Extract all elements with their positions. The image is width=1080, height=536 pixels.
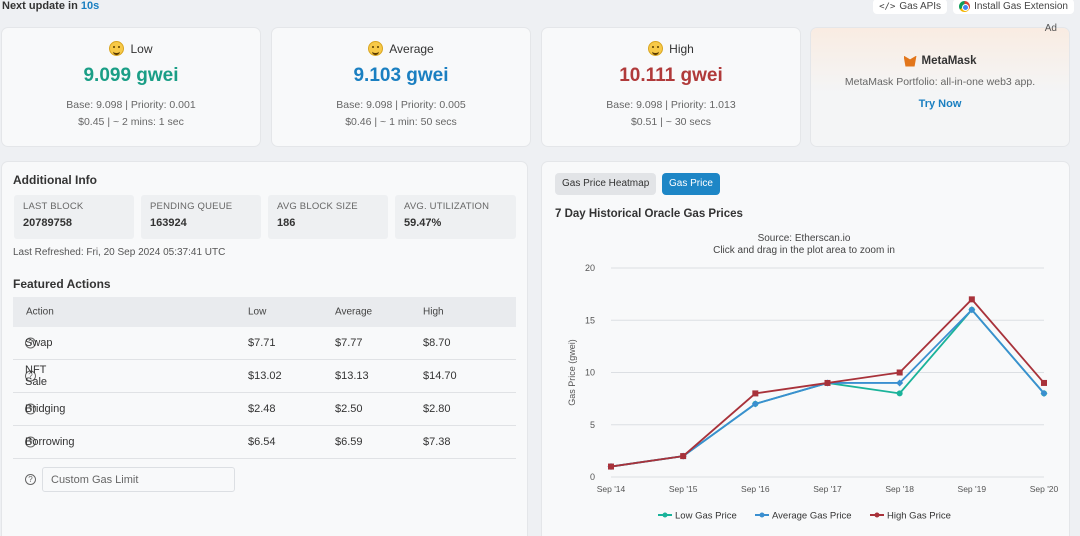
additional-info-title: Additional Info	[13, 173, 97, 187]
code-icon: </>	[879, 1, 896, 12]
gas-apis-link[interactable]: </> Gas APIs	[873, 0, 948, 14]
stat-avg-block-size: AVG BLOCK SIZE 186	[268, 195, 388, 239]
data-point	[896, 390, 903, 397]
data-point	[1041, 379, 1047, 386]
stat-last-block: LAST BLOCK 20789758	[14, 195, 134, 239]
smile-emoji-icon	[109, 41, 125, 56]
high-gas-card: High 10.111 gwei Base: 9.098 | Priority:…	[542, 28, 800, 146]
chart-subtitle: Source: Etherscan.io	[758, 233, 851, 244]
x-tick-label: Sep '20	[1030, 484, 1059, 494]
metamask-fox-icon	[903, 55, 917, 67]
table-row: ? Borrowing $6.54 $6.59 $7.38	[13, 426, 516, 459]
try-now-link[interactable]: Try Now	[918, 98, 962, 110]
data-point	[968, 296, 975, 303]
next-update: Next update in 10s	[2, 0, 100, 12]
table-row: ? NFT Sale $13.02 $13.13 $14.70	[13, 360, 516, 393]
legend-label: High Gas Price	[887, 511, 951, 522]
data-point	[896, 369, 903, 376]
series-line	[610, 308, 1045, 468]
average-gas-card: Average 9.103 gwei Base: 9.098 | Priorit…	[272, 28, 530, 146]
help-icon[interactable]: ?	[25, 403, 36, 415]
y-axis-label: Gas Price (gwei)	[567, 339, 577, 406]
ad-tag: Ad	[1044, 23, 1057, 34]
tab-gas-price[interactable]: Gas Price	[662, 173, 720, 195]
stat-avg-utilization: AVG. UTILIZATION 59.47%	[395, 195, 516, 239]
data-point	[824, 379, 831, 386]
x-tick-label: Sep '18	[885, 484, 914, 494]
legend-marker	[874, 512, 880, 518]
table-row: ? Bridging $2.48 $2.50 $2.80	[13, 393, 516, 426]
y-tick-label: 10	[585, 368, 595, 378]
high-gas-price: 10.111 gwei	[619, 65, 723, 86]
x-tick-label: Sep '19	[958, 484, 987, 494]
data-point	[752, 390, 759, 397]
y-tick-label: 5	[590, 420, 595, 430]
low-gas-card: Low 9.099 gwei Base: 9.098 | Priority: 0…	[2, 28, 260, 146]
table-row: ? Swap $7.71 $7.77 $8.70	[13, 327, 516, 360]
y-tick-label: 15	[585, 315, 595, 325]
y-tick-label: 20	[585, 263, 595, 273]
low-gas-price: 9.099 gwei	[83, 65, 179, 86]
legend-marker	[662, 512, 668, 518]
chart-subtitle-zoom: Click and drag in the plot area to zoom …	[713, 245, 895, 256]
legend-label: Low Gas Price	[675, 511, 737, 522]
help-icon[interactable]: ?	[25, 474, 36, 485]
ad-card[interactable]: Ad MetaMask MetaMask Portfolio: all-in-o…	[811, 23, 1069, 146]
series-line	[610, 308, 1045, 468]
chart-card	[542, 162, 1069, 536]
data-point	[896, 379, 904, 387]
x-tick-label: Sep '17	[813, 484, 842, 494]
grin-emoji-icon	[368, 41, 384, 56]
x-tick-label: Sep '15	[669, 484, 698, 494]
data-point	[968, 306, 976, 314]
last-refreshed: Last Refreshed: Fri, 20 Sep 2024 05:37:4…	[13, 247, 226, 258]
data-point	[1040, 389, 1048, 397]
top-bar: Next update in 10s </> Gas APIs Install G…	[0, 0, 1080, 16]
install-extension-link[interactable]: Install Gas Extension	[953, 0, 1074, 14]
average-gas-price: 9.103 gwei	[353, 65, 449, 86]
x-tick-label: Sep '14	[597, 484, 626, 494]
featured-table-header: Action Low Average High	[13, 297, 516, 327]
data-point	[751, 400, 759, 408]
next-update-seconds: 10s	[80, 0, 100, 12]
custom-gas-limit-input[interactable]: Custom Gas Limit	[42, 467, 235, 492]
legend-marker	[759, 512, 765, 518]
featured-actions-title: Featured Actions	[13, 277, 111, 291]
help-icon[interactable]: ?	[25, 337, 36, 349]
data-point	[608, 463, 614, 470]
stat-pending-queue: PENDING QUEUE 163924	[141, 195, 261, 239]
chart-title: 7 Day Historical Oracle Gas Prices	[555, 208, 743, 220]
help-icon[interactable]: ?	[25, 436, 36, 448]
y-tick-label: 0	[590, 472, 595, 482]
help-icon[interactable]: ?	[25, 370, 36, 382]
tab-gas-price-heatmap[interactable]: Gas Price Heatmap	[555, 173, 657, 195]
legend-label: Average Gas Price	[772, 511, 852, 522]
data-point	[680, 453, 687, 460]
x-tick-label: Sep '16	[741, 484, 770, 494]
chrome-icon	[959, 1, 971, 12]
smirk-emoji-icon	[648, 41, 664, 56]
